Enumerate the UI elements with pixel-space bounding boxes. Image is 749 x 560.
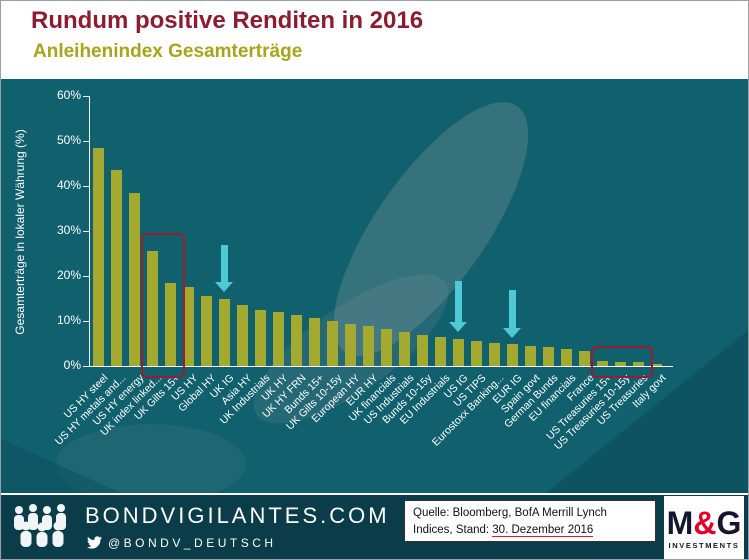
chart-bar [182, 287, 194, 366]
twitter-row: @BONDV_DEUTSCH [87, 535, 277, 550]
mg-ampersand: & [693, 504, 717, 541]
chart-bar [290, 315, 302, 366]
y-tick-mark [83, 366, 89, 367]
chart-bar [524, 345, 536, 366]
down-arrow-body [454, 280, 462, 323]
mg-logo: M&G INVESTMENTS [664, 496, 744, 559]
chart-bar [488, 342, 500, 366]
chart-bar [272, 312, 284, 366]
twitter-handle: @BONDV_DEUTSCH [108, 535, 277, 550]
chart-bar [470, 340, 482, 366]
mg-logo-subtext: INVESTMENTS [668, 540, 740, 550]
chart-bar [254, 309, 266, 366]
chart-bar [362, 326, 374, 366]
y-tick-mark [83, 96, 89, 97]
chart-bar [452, 339, 464, 366]
crowd-icon [14, 504, 66, 547]
chart-bar [614, 361, 626, 366]
chart-bar [110, 170, 122, 366]
chart-bar [560, 348, 572, 366]
chart-subtitle: Anleihenindex Gesamterträge [33, 41, 303, 62]
chart-bar [596, 360, 608, 366]
chart-bar [326, 321, 338, 366]
chart-bar [128, 192, 140, 366]
down-arrow-body [508, 289, 516, 328]
chart-bar [398, 331, 410, 366]
source-line1: Quelle: Bloomberg, BofA Merrill Lynch [413, 507, 607, 519]
source-attribution: Quelle: Bloomberg, BofA Merrill Lynch In… [404, 500, 656, 542]
chart-bar [308, 318, 320, 366]
y-axis-title: Gesamterträge in lokaler Währung (%) [13, 129, 27, 335]
down-arrow-head [215, 281, 233, 292]
footer: BONDVIGILANTES.COM @BONDV_DEUTSCH Quelle… [1, 493, 748, 559]
y-tick-label: 50% [56, 133, 81, 147]
down-arrow [449, 280, 467, 333]
chart-bar [218, 298, 230, 366]
chart-bar [164, 282, 176, 366]
down-arrow [215, 244, 233, 292]
y-tick-label: 20% [56, 268, 81, 282]
y-tick-mark [83, 231, 89, 232]
chart-bar [200, 296, 212, 366]
x-axis-line [83, 366, 673, 367]
y-tick-label: 10% [56, 313, 81, 327]
page-title: Rundum positive Renditen in 2016 [31, 7, 424, 34]
highlight-box [591, 345, 653, 378]
down-arrow-head [503, 327, 521, 338]
chart-bar [380, 329, 392, 366]
chart-bar [506, 343, 518, 366]
source-line2: Indices, Stand: 30. Dezember 2016 [413, 523, 594, 537]
down-arrow [503, 289, 521, 338]
highlight-box [141, 233, 185, 378]
header: Rundum positive Renditen in 2016 Anleihe… [1, 1, 748, 79]
chart-bar [542, 347, 554, 366]
chart-bar [236, 305, 248, 366]
chart-bar [434, 336, 446, 366]
down-arrow-head [449, 322, 467, 333]
chart-bar [416, 334, 428, 366]
chart-bar [632, 361, 644, 366]
chart-bar [578, 351, 590, 366]
y-tick-mark [83, 321, 89, 322]
chart-bar [344, 323, 356, 366]
site-name: BONDVIGILANTES.COM [85, 503, 390, 528]
twitter-icon [87, 536, 102, 549]
y-tick-mark [83, 186, 89, 187]
y-tick-label: 40% [56, 178, 81, 192]
y-axis-line [89, 96, 90, 367]
y-tick-mark [83, 141, 89, 142]
down-arrow-body [220, 244, 228, 282]
y-tick-label: 30% [56, 223, 81, 237]
chart-bar [650, 363, 662, 366]
bar-chart: Gesamterträge in lokaler Währung (%) 0% 1… [1, 79, 748, 493]
mg-logo-text: M&G [666, 504, 742, 541]
source-date: 30. Dezember 2016 [492, 523, 594, 537]
y-tick-label: 0% [63, 358, 81, 372]
chart-bar [92, 147, 104, 366]
y-tick-label: 60% [56, 88, 81, 102]
y-tick-mark [83, 276, 89, 277]
chart-bar [146, 251, 158, 366]
